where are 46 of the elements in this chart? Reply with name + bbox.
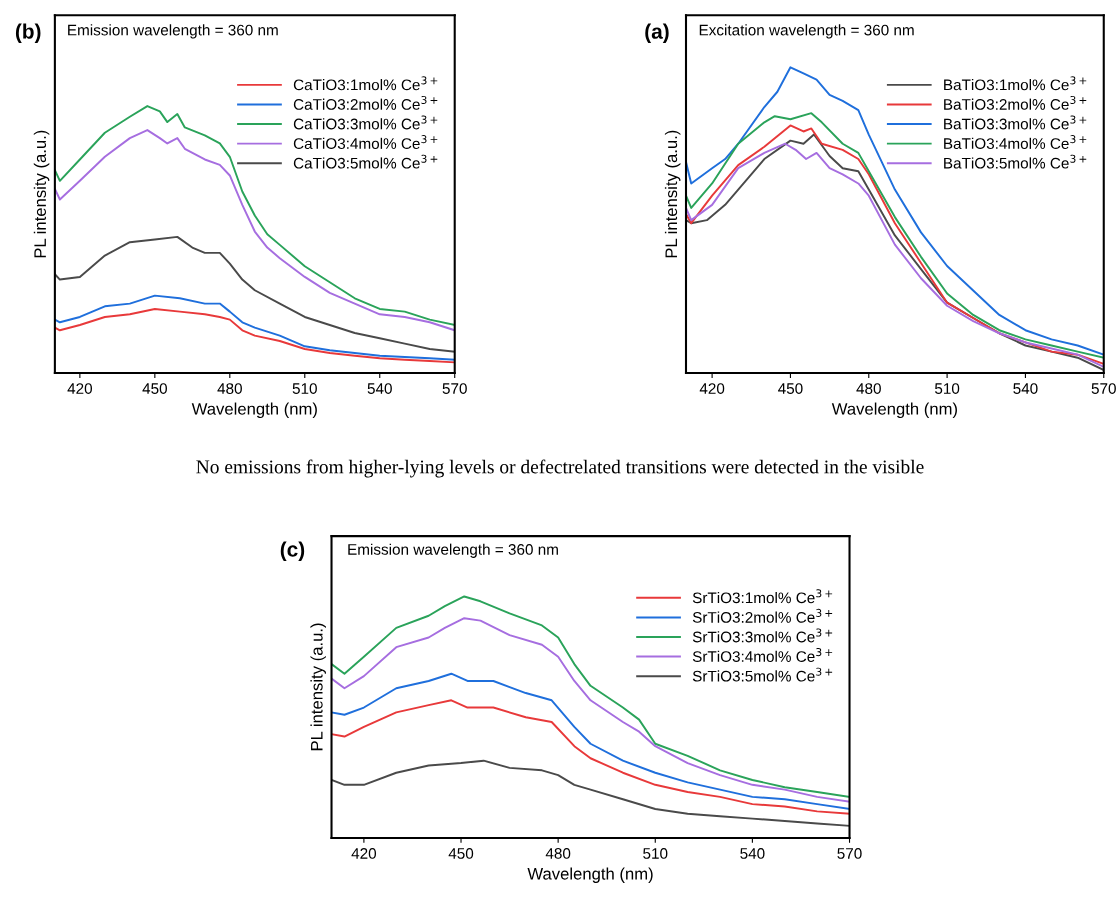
x-tick-label: 570 bbox=[1091, 383, 1116, 394]
chart-title: (a) bbox=[645, 23, 669, 43]
x-tick-label: 420 bbox=[67, 383, 93, 394]
x-tick-label: 510 bbox=[643, 848, 668, 859]
legend-label: SrTiO3:3mol% Ce$^{3+}$ bbox=[692, 628, 833, 643]
text: Emission wavelength = 360 nm bbox=[68, 24, 278, 39]
x-tick-label: 420 bbox=[351, 848, 377, 859]
x-axis-title: Wavelength (nm) bbox=[527, 867, 653, 883]
legend-label: BaTiO3:5mol% Ce$^{3+}$ bbox=[944, 154, 1087, 169]
x-tick-label: 480 bbox=[217, 383, 242, 394]
x-tick-label: 570 bbox=[442, 383, 467, 394]
x-tick-label: 450 bbox=[778, 383, 803, 394]
x-tick-label: 450 bbox=[142, 383, 167, 394]
legend-label: CaTiO3:5mol% Ce$^{3+}$ bbox=[293, 154, 438, 169]
legend-label: BaTiO3:2mol% Ce$^{3+}$ bbox=[944, 95, 1087, 110]
x-tick-label: 570 bbox=[837, 848, 862, 859]
y-axis-title: PL intensity (a.u.) bbox=[310, 623, 326, 751]
y-axis-title: PL intensity (a.u.) bbox=[33, 130, 50, 258]
legend-label: SrTiO3:4mol% Ce$^{3+}$ bbox=[692, 648, 833, 662]
x-tick-label: 540 bbox=[367, 383, 392, 394]
legend-label: BaTiO3:4mol% Ce$^{3+}$ bbox=[944, 135, 1087, 150]
x-tick-label: 480 bbox=[545, 848, 571, 859]
x-tick-label: 420 bbox=[699, 383, 725, 394]
legend-label: BaTiO3:1mol% Ce$^{3+}$ bbox=[944, 76, 1087, 91]
x-axis-title: Wavelength (nm) bbox=[191, 402, 317, 419]
legend-label: SrTiO3:2mol% Ce$^{3+}$ bbox=[692, 608, 833, 623]
x-tick-label: 510 bbox=[934, 383, 960, 394]
legend-label: CaTiO3:4mol% Ce$^{3+}$ bbox=[293, 135, 438, 150]
legend-label: SrTiO3:5mol% Ce$^{3+}$ bbox=[692, 667, 833, 682]
x-axis-title: Wavelength (nm) bbox=[831, 402, 957, 419]
x-tick-label: 540 bbox=[740, 848, 765, 859]
legend-label: CaTiO3:3mol% Ce$^{3+}$ bbox=[293, 115, 438, 130]
y-axis-title: PL intensity (a.u.) bbox=[664, 130, 681, 258]
x-tick-label: 510 bbox=[292, 383, 317, 394]
legend-label: SrTiO3:1mol% Ce$^{3+}$ bbox=[692, 589, 833, 604]
text: Excitation wavelength = 360 nm bbox=[699, 24, 914, 39]
x-tick-label: 480 bbox=[856, 383, 881, 394]
legend-label: CaTiO3:2mol% Ce$^{3+}$ bbox=[293, 95, 438, 110]
text: No emissions from higher-lying levels or defectrelated transitions were detected in the visible bbox=[196, 459, 924, 478]
x-tick-label: 540 bbox=[1013, 383, 1038, 394]
chart-title: (c) bbox=[280, 541, 305, 561]
legend-label: CaTiO3:1mol% Ce$^{3+}$ bbox=[293, 76, 438, 91]
x-tick-label: 450 bbox=[448, 848, 474, 859]
legend-label: BaTiO3:3mol% Ce$^{3+}$ bbox=[944, 115, 1087, 130]
text: Emission wavelength = 360 nm bbox=[348, 543, 558, 558]
chart-title: (b) bbox=[15, 23, 41, 43]
